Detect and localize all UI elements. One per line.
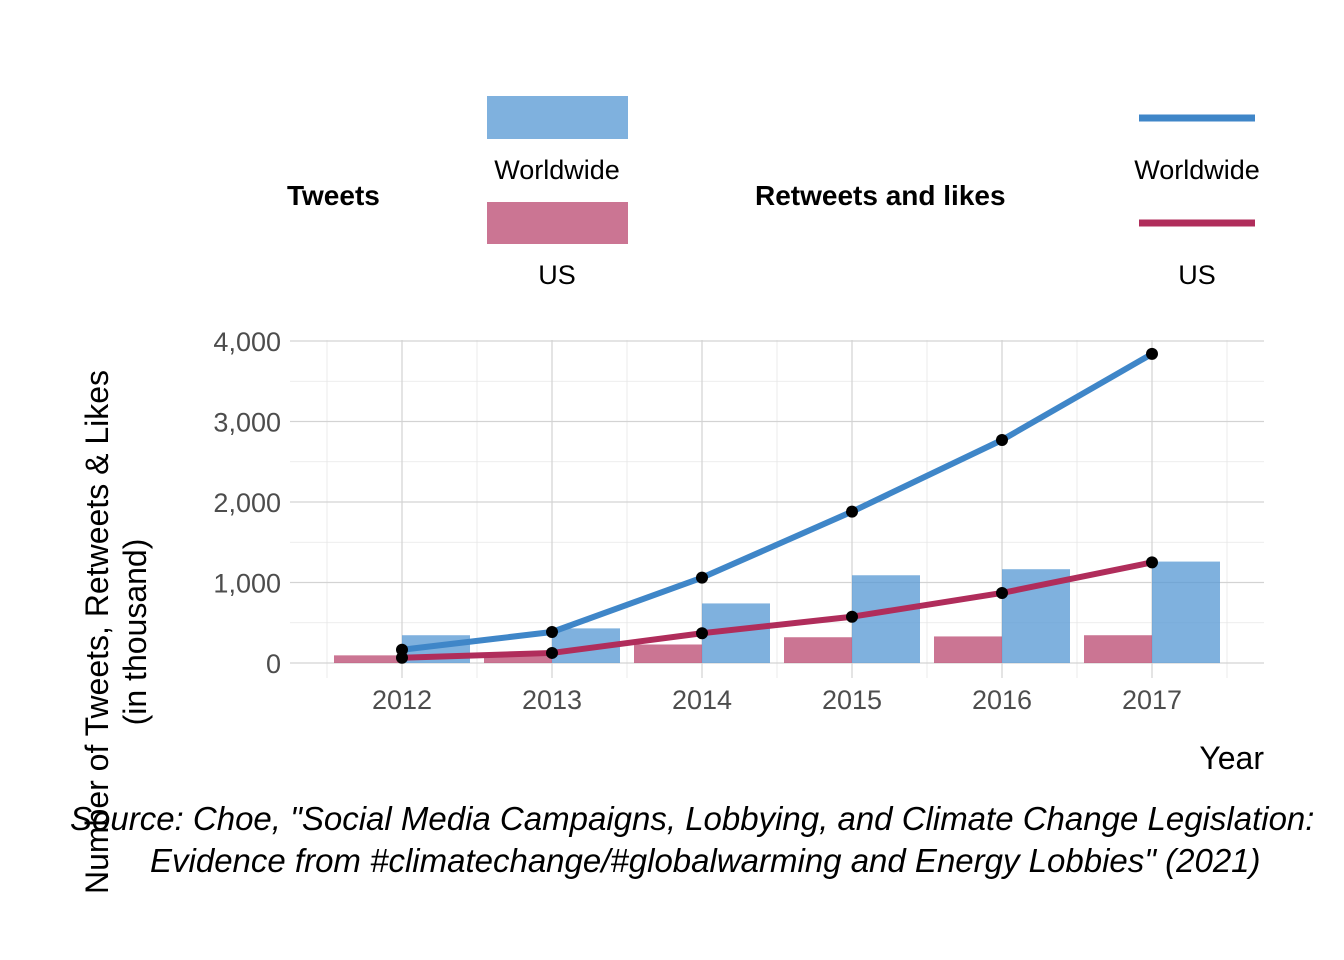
caption-line1: Source: Choe, "Social Media Campaigns, L… xyxy=(70,800,1314,837)
bar-tweets-us-2016 xyxy=(934,636,1002,663)
legend-tweets-worldwide-key xyxy=(487,96,628,139)
x-tick-label-2015: 2015 xyxy=(822,685,882,715)
x-tick-label-2014: 2014 xyxy=(672,685,732,715)
legend-tweets-us-key xyxy=(487,202,628,244)
y-tick-label-0: 0 xyxy=(266,649,281,679)
y-tick-label-4000: 4,000 xyxy=(213,327,281,357)
bar-tweets-us-2013 xyxy=(484,654,552,663)
bar-tweets-worldwide-2017 xyxy=(1152,561,1220,663)
x-tick-label-2016: 2016 xyxy=(972,685,1032,715)
point-retweets-us-2017 xyxy=(1146,556,1158,569)
legend-retweets-title: Retweets and likes xyxy=(755,180,1006,211)
point-retweets-worldwide-2015 xyxy=(846,505,858,518)
line-retweets-us xyxy=(399,559,1155,661)
legend-tweets-us-label: US xyxy=(538,260,576,290)
legend-tweets-title: Tweets xyxy=(287,180,380,211)
x-axis-title: Year xyxy=(1199,740,1264,776)
bar-tweets-us-2014 xyxy=(634,644,702,663)
point-retweets-worldwide-2017 xyxy=(1146,347,1158,360)
point-retweets-worldwide-2014 xyxy=(696,571,708,584)
x-tick-label-2013: 2013 xyxy=(522,685,582,715)
point-retweets-us-2013 xyxy=(546,646,558,659)
bars xyxy=(334,561,1220,663)
lines xyxy=(399,350,1155,661)
bar-tweets-us-2015 xyxy=(784,637,852,663)
x-tick-label-2012: 2012 xyxy=(372,685,432,715)
x-axis-ticks: 2012 2013 2014 2015 2016 2017 xyxy=(372,685,1182,715)
legend-retweets-worldwide-label: Worldwide xyxy=(1134,155,1260,185)
points xyxy=(396,347,1158,664)
bar-tweets-us-2017 xyxy=(1084,635,1152,663)
legend-retweets-us-label: US xyxy=(1178,260,1216,290)
line-retweets-worldwide xyxy=(399,350,1155,653)
legend-tweets-worldwide-label: Worldwide xyxy=(494,155,620,185)
x-tick-label-2017: 2017 xyxy=(1122,685,1182,715)
bar-tweets-us-2012 xyxy=(334,655,402,663)
point-retweets-worldwide-2013 xyxy=(546,626,558,639)
caption-line2: Evidence from #climatechange/#globalwarm… xyxy=(150,842,1261,879)
point-retweets-us-2014 xyxy=(696,627,708,640)
legend: Tweets Worldwide US Retweets and likes W… xyxy=(287,96,1260,290)
y-axis-title-line2: (in thousand) xyxy=(117,539,153,726)
y-axis-title-line1: Number of Tweets, Retweets & Likes xyxy=(79,370,115,894)
y-tick-label-2000: 2,000 xyxy=(213,488,281,518)
point-retweets-us-2012 xyxy=(396,651,408,664)
y-tick-label-3000: 3,000 xyxy=(213,408,281,438)
point-retweets-us-2016 xyxy=(996,586,1008,599)
point-retweets-worldwide-2016 xyxy=(996,434,1008,447)
y-axis-ticks: 0 1,000 2,000 3,000 4,000 xyxy=(213,327,281,679)
y-tick-label-1000: 1,000 xyxy=(213,569,281,599)
y-axis-title: Number of Tweets, Retweets & Likes (in t… xyxy=(79,370,153,894)
bar-tweets-worldwide-2015 xyxy=(852,575,920,663)
point-retweets-us-2015 xyxy=(846,610,858,623)
